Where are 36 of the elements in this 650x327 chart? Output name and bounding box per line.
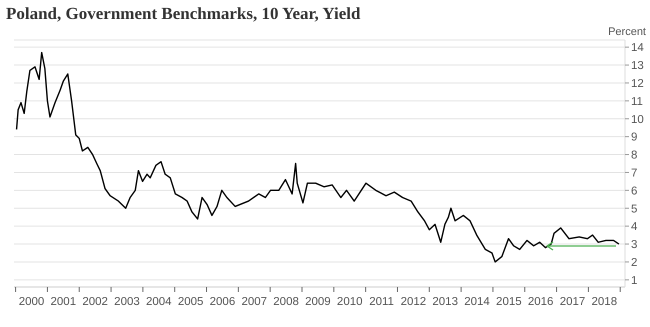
x-tick-label: 2010 bbox=[336, 296, 363, 308]
x-tick-label: 2011 bbox=[369, 296, 394, 308]
y-tick-label: 7 bbox=[631, 168, 638, 180]
chart-title: Poland, Government Benchmarks, 10 Year, Yield bbox=[6, 4, 360, 24]
y-tick-label: 10 bbox=[631, 114, 644, 126]
y-tick-label: 2 bbox=[631, 257, 638, 270]
x-tick-label: 2016 bbox=[528, 296, 554, 308]
x-tick-label: 2002 bbox=[82, 296, 108, 308]
y-tick-label: 3 bbox=[631, 239, 638, 252]
x-tick-label: 2007 bbox=[241, 296, 268, 308]
y-tick-label: 1 bbox=[631, 274, 638, 287]
x-tick-label: 2014 bbox=[464, 296, 490, 308]
x-tick-label: 2004 bbox=[146, 296, 172, 308]
x-tick-label: 2015 bbox=[496, 296, 522, 308]
line-series bbox=[16, 52, 620, 263]
y-tick-label: 14 bbox=[631, 42, 644, 54]
y-tick-label: 8 bbox=[631, 150, 638, 162]
x-tick-label: 2013 bbox=[432, 296, 458, 308]
y-tick-label: 11 bbox=[631, 96, 643, 108]
x-tick-label: 2003 bbox=[114, 296, 140, 308]
y-tick-label: 12 bbox=[631, 78, 644, 90]
x-tick-label: 2009 bbox=[305, 296, 331, 308]
y-tick-label: 4 bbox=[631, 221, 638, 234]
y-axis-title: Percent bbox=[608, 26, 646, 38]
y-tick-label: 13 bbox=[631, 60, 644, 72]
x-tick-label: 2008 bbox=[273, 296, 299, 308]
x-tick-label: 2006 bbox=[210, 296, 236, 308]
x-tick-label: 2012 bbox=[400, 296, 426, 308]
x-tick-label: 2005 bbox=[178, 296, 204, 308]
y-tick-label: 5 bbox=[631, 203, 638, 216]
x-tick-label: 2018 bbox=[592, 296, 618, 308]
x-tick-label: 2017 bbox=[560, 296, 586, 308]
x-tick-label: 2001 bbox=[50, 296, 76, 308]
x-tick-label: 2000 bbox=[18, 296, 44, 308]
y-tick-label: 6 bbox=[631, 185, 638, 198]
y-tick-label: 9 bbox=[631, 132, 638, 144]
